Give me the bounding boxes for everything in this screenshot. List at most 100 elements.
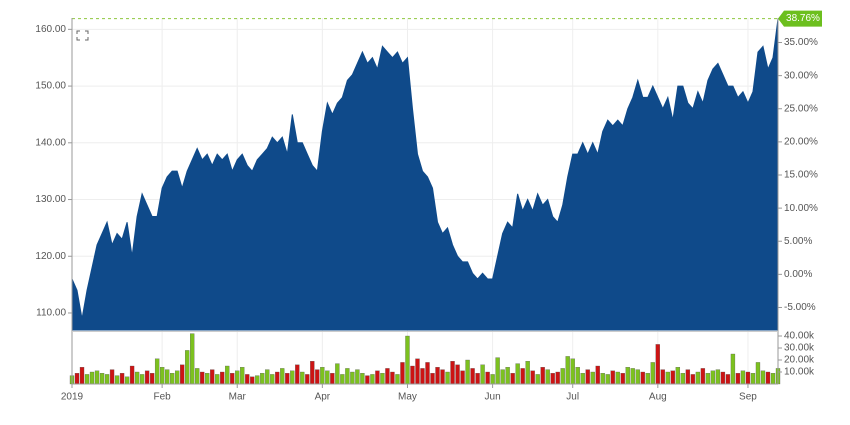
volume-bar: [285, 373, 290, 385]
volume-bar: [410, 365, 415, 385]
volume-bar: [159, 367, 165, 385]
volume-bar: [750, 373, 756, 385]
volume-tick-label: 20.00k: [784, 355, 815, 366]
volume-bar: [675, 367, 681, 385]
volume-bar: [240, 367, 245, 385]
volume-bar: [480, 364, 485, 385]
volume-bar: [555, 371, 560, 385]
y-tick-label: 120.00: [35, 251, 66, 262]
volume-bar: [129, 365, 135, 385]
volume-bar: [710, 370, 716, 385]
volume-bar: [630, 368, 635, 385]
volume-bar: [225, 365, 230, 385]
y2-tick-label: 20.00%: [784, 137, 818, 148]
volume-bar: [305, 374, 310, 385]
volume-bar: [500, 369, 505, 385]
y2-tick-label: 30.00%: [784, 70, 818, 81]
volume-bar: [455, 364, 460, 385]
volume-bar: [395, 374, 400, 385]
volume-bar: [765, 371, 771, 385]
volume-bar: [154, 358, 160, 385]
volume-bar: [490, 374, 495, 385]
volume-bar: [275, 371, 280, 385]
volume-tick-label: 30.00k: [784, 343, 815, 354]
volume-bar: [740, 370, 746, 385]
volume-bar: [340, 374, 345, 385]
volume-bar: [770, 373, 776, 385]
volume-bar: [390, 371, 395, 385]
volume-bar: [695, 371, 701, 385]
volume-tick-label: 40.00k: [784, 331, 815, 342]
volume-bar: [250, 376, 255, 385]
volume-bar: [295, 364, 300, 385]
volume-bar: [109, 369, 115, 385]
volume-bar: [400, 362, 405, 385]
x-tick-label: Feb: [154, 392, 172, 403]
volume-bar: [134, 371, 140, 385]
volume-bar: [380, 373, 385, 385]
y2-tick-label: 15.00%: [784, 170, 818, 181]
volume-bar: [230, 373, 235, 385]
volume-bar: [435, 367, 440, 385]
volume-bar: [350, 371, 355, 385]
x-tick-label: May: [398, 392, 417, 403]
x-tick-label: Jul: [566, 392, 579, 403]
y2-tick-label: -5.00%: [784, 302, 816, 313]
volume-bar: [705, 373, 711, 385]
volume-bar: [650, 362, 655, 385]
volume-bar: [290, 370, 295, 385]
y2-tick-label: 5.00%: [784, 236, 812, 247]
volume-bar: [245, 374, 250, 385]
volume-bar: [550, 373, 555, 385]
volume-bar: [114, 375, 120, 385]
volume-bar: [560, 368, 565, 385]
volume-bar: [210, 369, 215, 385]
volume-bar: [485, 371, 490, 385]
volume-bar: [74, 373, 80, 385]
volume-bar: [470, 368, 475, 385]
expand-icon[interactable]: [76, 30, 89, 41]
volume-bar: [505, 367, 510, 385]
volume-bar: [360, 373, 365, 385]
volume-bar: [385, 368, 390, 385]
x-tick-label: Mar: [229, 392, 247, 403]
volume-bar: [665, 371, 670, 385]
volume-bar: [660, 369, 665, 385]
volume-bar: [425, 362, 430, 385]
y-tick-label: 110.00: [36, 308, 66, 319]
volume-bar: [270, 374, 275, 385]
volume-bar: [510, 373, 515, 385]
volume-bar: [94, 370, 100, 385]
volume-bar: [84, 374, 90, 385]
y-tick-label: 140.00: [35, 137, 66, 148]
volume-bar: [195, 368, 200, 385]
volume-bar: [355, 369, 360, 385]
volume-bar: [640, 371, 645, 385]
volume-bar: [144, 370, 150, 385]
x-tick-label: Aug: [649, 392, 667, 403]
volume-bar: [680, 373, 686, 385]
y-tick-label: 150.00: [35, 81, 66, 92]
volume-bar: [625, 367, 630, 385]
volume-bar: [645, 373, 650, 385]
volume-bar: [365, 375, 370, 385]
volume-bar: [735, 373, 741, 385]
volume-bar: [725, 374, 731, 385]
x-tick-label: 2019: [61, 392, 84, 403]
volume-bar: [755, 362, 761, 385]
volume-bar: [405, 335, 410, 385]
volume-bar: [174, 370, 180, 385]
volume-bar: [280, 368, 285, 385]
volume-bar: [260, 373, 265, 385]
volume-bar: [590, 371, 595, 385]
volume-bar: [655, 344, 660, 385]
volume-bar: [690, 374, 696, 385]
volume-bar: [300, 371, 305, 385]
volume-bar: [475, 373, 480, 385]
y2-tick-label: 25.00%: [784, 103, 818, 114]
y2-tick-label: 0.00%: [784, 269, 812, 280]
volume-bar: [420, 368, 425, 385]
volume-bar: [620, 373, 625, 385]
volume-bar: [515, 363, 520, 385]
volume-bar: [585, 369, 590, 385]
